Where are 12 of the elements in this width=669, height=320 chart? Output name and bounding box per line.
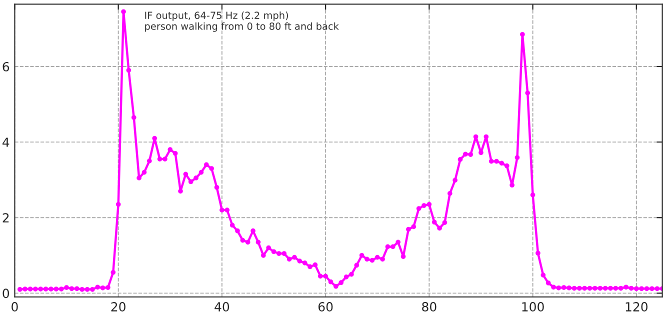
x-tick-label: 80 [422,302,436,312]
x-tick-label: 40 [214,302,230,312]
x-tick-label: 120 [626,302,648,312]
y-tick-label: 0 [2,288,10,298]
y-tick-label: 2 [2,213,9,222]
x-tick-label: 20 [111,302,126,312]
y-tick-label: 4 [2,138,10,147]
y-tick-label: 6 [2,62,10,72]
x-tick-label: 60 [318,302,333,312]
x-tick-label: 100 [522,302,544,312]
annotation: IF output, 64-75 Hz (2.2 mph) person walking from 0 to 80 ft and back [145,11,339,32]
x-tick-label: 0 [12,302,18,312]
